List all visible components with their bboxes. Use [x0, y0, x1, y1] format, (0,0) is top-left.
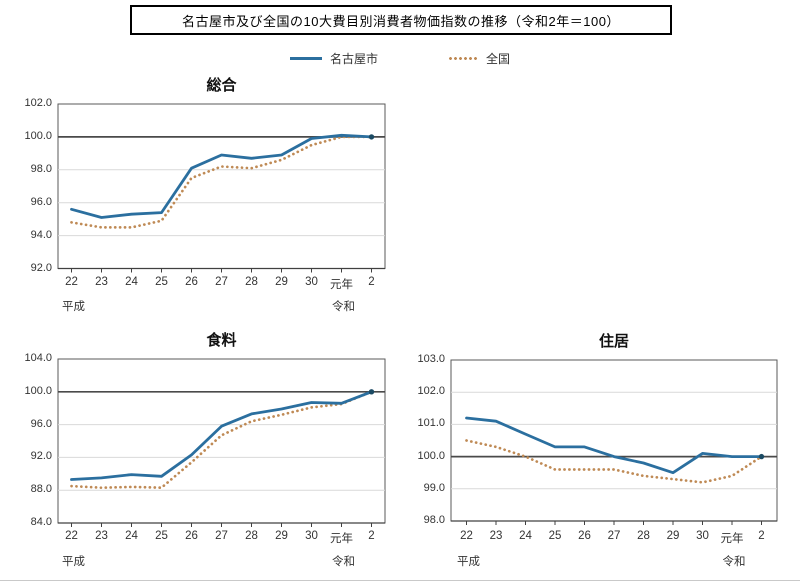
era-label-reiwa: 令和: [332, 556, 355, 568]
page-title: 名古屋市及び全国の10大費目別消費者物価指数の推移（令和2年＝100）: [182, 13, 620, 29]
legend-item-nagoya: 名古屋市: [289, 50, 378, 67]
chart-overall-title: 総合: [206, 77, 237, 94]
series-end-marker: [368, 134, 375, 140]
y-axis-label: 92.0: [30, 261, 52, 274]
national-dotted-line: [70, 390, 373, 490]
y-axis-label: 92.0: [30, 450, 52, 463]
legend-label-nagoya: 名古屋市: [329, 51, 378, 66]
series-end-marker: [758, 453, 765, 460]
national-dotted-line: [70, 135, 373, 229]
x-axis-label: 26: [185, 276, 198, 288]
y-axis-label: 100.0: [24, 384, 52, 397]
x-axis-label: 25: [155, 276, 168, 288]
x-axis-label: 22: [65, 276, 78, 288]
y-axis-label: 100.0: [24, 129, 52, 142]
nagoya-solid-line: [70, 133, 373, 219]
x-axis-label: 23: [95, 530, 108, 542]
x-axis-label: 元年: [720, 533, 744, 545]
era-label-heisei: 平成: [62, 301, 85, 313]
x-axis-label: 30: [305, 276, 318, 288]
y-axis-label: 98.0: [30, 162, 52, 175]
y-axis-label: 96.0: [30, 195, 52, 208]
y-axis-label: 84.0: [30, 516, 52, 528]
x-axis-label: 24: [519, 530, 532, 542]
x-axis-label: 27: [607, 530, 621, 542]
y-axis-label: 101.0: [417, 417, 445, 430]
nagoya-solid-line: [465, 416, 763, 475]
x-axis-label: 28: [245, 276, 258, 288]
legend-item-national: 全国: [448, 50, 510, 67]
y-axis-label: 102.0: [417, 385, 445, 398]
x-axis-label: 22: [460, 530, 473, 542]
x-axis-label: 29: [275, 530, 288, 542]
x-axis-label: 25: [155, 530, 168, 542]
x-axis-label: 元年: [330, 279, 353, 291]
y-axis-label: 94.0: [30, 228, 52, 241]
nagoya-line-swatch-icon: [289, 56, 322, 60]
series-end-marker: [368, 389, 375, 395]
x-axis-label: 27: [215, 276, 228, 288]
x-axis-label: 26: [185, 530, 198, 542]
x-axis-label: 30: [305, 530, 318, 542]
y-axis-label: 102.0: [24, 97, 52, 109]
x-axis-label: 28: [245, 530, 258, 542]
y-axis-label: 104.0: [24, 352, 52, 364]
y-axis-label: 100.0: [417, 449, 445, 462]
x-axis-label: 27: [215, 530, 228, 542]
era-label-heisei: 平成: [457, 556, 480, 568]
x-axis-label: 23: [95, 276, 108, 288]
x-axis-label: 2: [758, 530, 765, 542]
national-dotted-line: [465, 439, 763, 484]
x-axis-label: 22: [65, 530, 78, 542]
era-label-reiwa: 令和: [722, 556, 746, 568]
x-axis-label: 28: [637, 530, 650, 542]
x-axis-label: 元年: [330, 533, 353, 545]
y-axis-label: 103.0: [417, 353, 445, 365]
x-axis-label: 25: [548, 530, 562, 542]
y-axis-label: 88.0: [30, 483, 52, 496]
plot-frame: [450, 359, 778, 522]
y-axis-label: 98.0: [423, 514, 445, 526]
chart-food-title: 食料: [206, 332, 237, 349]
chart-housing-title: 住居: [598, 333, 629, 350]
x-axis-label: 29: [666, 530, 680, 542]
x-axis-label: 30: [696, 530, 709, 542]
title-box: 名古屋市及び全国の10大費目別消費者物価指数の推移（令和2年＝100）: [130, 5, 672, 35]
x-axis-label: 23: [489, 530, 503, 542]
era-label-reiwa: 令和: [332, 301, 355, 313]
bottom-divider: [0, 580, 800, 581]
legend: 名古屋市 全国: [0, 49, 800, 67]
y-axis-label: 99.0: [423, 481, 445, 494]
legend-label-national: 全国: [486, 51, 511, 66]
era-label-heisei: 平成: [62, 556, 85, 568]
plot-frame: [57, 103, 386, 269]
y-axis-label: 96.0: [30, 417, 52, 430]
x-axis-label: 29: [275, 276, 288, 288]
national-dots-swatch-icon: [448, 56, 478, 60]
x-axis-label: 2: [368, 530, 375, 542]
x-axis-label: 24: [125, 530, 138, 542]
x-axis-label: 24: [125, 276, 138, 288]
x-axis-label: 2: [368, 276, 375, 288]
x-axis-label: 26: [578, 530, 591, 542]
plot-frame: [57, 358, 386, 524]
nagoya-solid-line: [70, 390, 373, 481]
